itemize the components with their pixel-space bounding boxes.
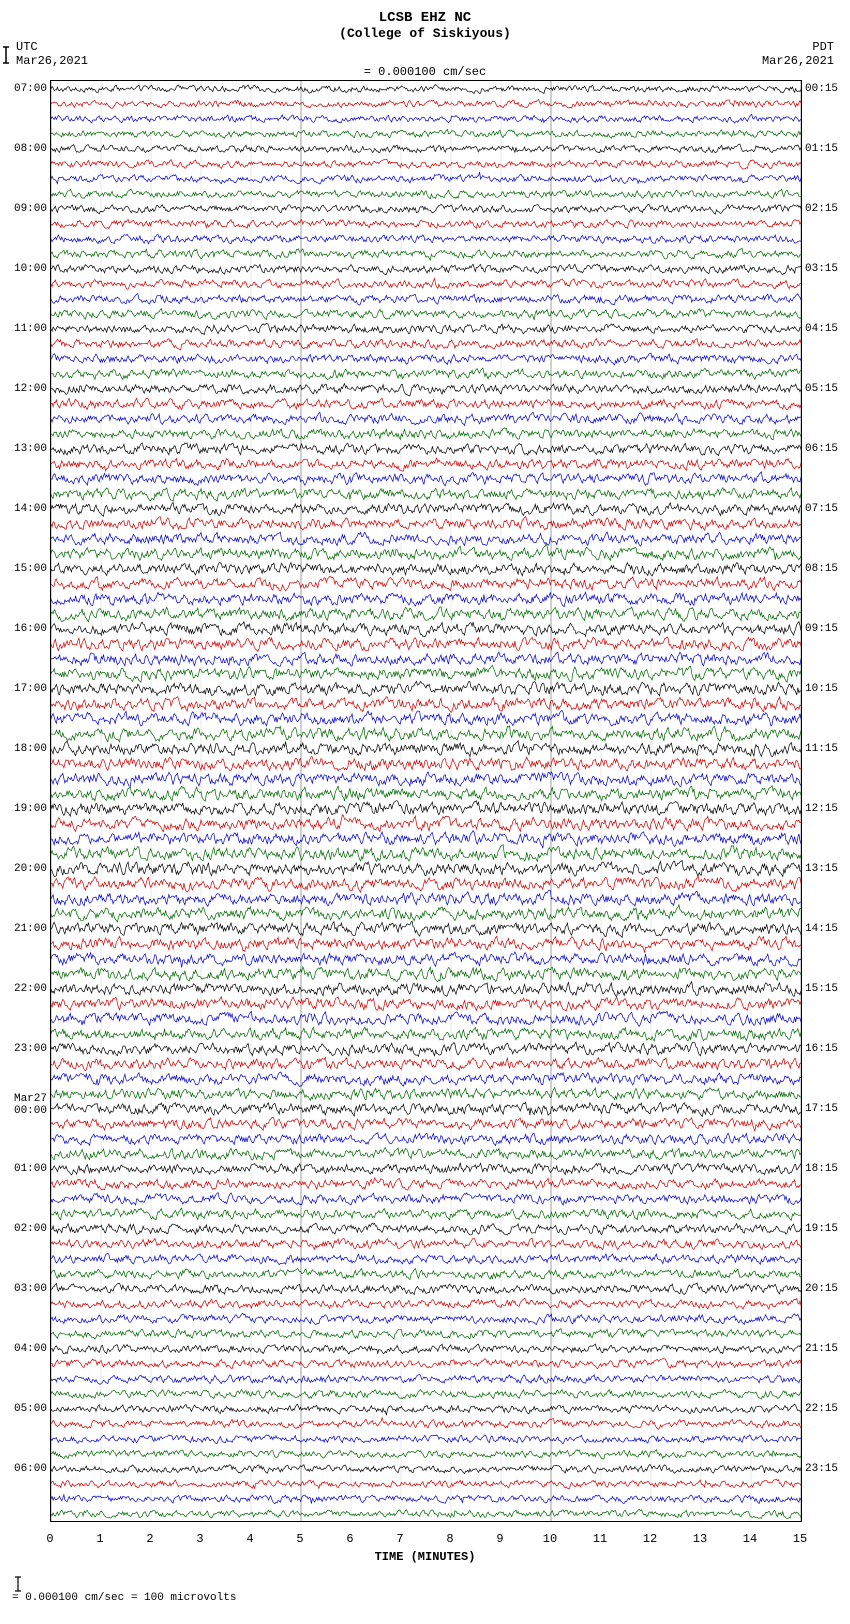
station-title: LCSB EHZ NC bbox=[0, 10, 850, 26]
x-tick: 12 bbox=[643, 1532, 657, 1546]
pdt-time-label: 21:15 bbox=[805, 1343, 838, 1355]
utc-time-label: 05:00 bbox=[14, 1403, 47, 1415]
pdt-time-label: 10:15 bbox=[805, 683, 838, 695]
utc-time-label: Mar2700:00 bbox=[14, 1093, 47, 1117]
utc-time-label: 14:00 bbox=[14, 503, 47, 515]
utc-time-label: 15:00 bbox=[14, 563, 47, 575]
x-tick: 0 bbox=[46, 1532, 53, 1546]
utc-time-label: 04:00 bbox=[14, 1343, 47, 1355]
x-tick: 1 bbox=[96, 1532, 103, 1546]
utc-time-label: 22:00 bbox=[14, 983, 47, 995]
header: UTC Mar26,2021 PDT Mar26,2021 LCSB EHZ N… bbox=[0, 0, 850, 80]
utc-time-label: 02:00 bbox=[14, 1223, 47, 1235]
x-tick: 14 bbox=[743, 1532, 757, 1546]
x-tick: 6 bbox=[346, 1532, 353, 1546]
pdt-time-label: 09:15 bbox=[805, 623, 838, 635]
x-axis-title: TIME (MINUTES) bbox=[375, 1550, 476, 1564]
x-tick: 7 bbox=[396, 1532, 403, 1546]
utc-time-label: 10:00 bbox=[14, 263, 47, 275]
helicorder-svg bbox=[51, 81, 801, 1521]
pdt-time-label: 14:15 bbox=[805, 923, 838, 935]
x-tick: 4 bbox=[246, 1532, 253, 1546]
utc-time-label: 08:00 bbox=[14, 143, 47, 155]
x-tick: 13 bbox=[693, 1532, 707, 1546]
pdt-time-label: 16:15 bbox=[805, 1043, 838, 1055]
utc-time-label: 13:00 bbox=[14, 443, 47, 455]
utc-time-label: 21:00 bbox=[14, 923, 47, 935]
utc-time-label: 23:00 bbox=[14, 1043, 47, 1055]
footer-text: = 0.000100 cm/sec = 100 microvolts bbox=[12, 1592, 236, 1604]
pdt-time-label: 05:15 bbox=[805, 383, 838, 395]
utc-time-label: 12:00 bbox=[14, 383, 47, 395]
x-tick: 8 bbox=[446, 1532, 453, 1546]
utc-time-label: 20:00 bbox=[14, 863, 47, 875]
helicorder-plot: 07:0008:0009:0010:0011:0012:0013:0014:00… bbox=[50, 80, 802, 1522]
x-tick: 3 bbox=[196, 1532, 203, 1546]
pdt-time-label: 19:15 bbox=[805, 1223, 838, 1235]
utc-time-label: 17:00 bbox=[14, 683, 47, 695]
utc-time-label: 09:00 bbox=[14, 203, 47, 215]
pdt-block: PDT Mar26,2021 bbox=[762, 40, 834, 68]
x-tick: 10 bbox=[543, 1532, 557, 1546]
utc-time-label: 19:00 bbox=[14, 803, 47, 815]
x-tick: 9 bbox=[496, 1532, 503, 1546]
utc-time-label: 18:00 bbox=[14, 743, 47, 755]
utc-time-axis: 07:00 08:00 09:00 10:00 11:00 12:00 13:00 14:00… bbox=[1, 81, 49, 1521]
pdt-time-label: 17:15 bbox=[805, 1103, 838, 1115]
pdt-time-label: 12:15 bbox=[805, 803, 838, 815]
pdt-time-label: 07:15 bbox=[805, 503, 838, 515]
pdt-time-label: 15:15 bbox=[805, 983, 838, 995]
footer-scale: = 0.000100 cm/sec = 100 microvolts bbox=[0, 1568, 850, 1624]
pdt-time-label: 23:15 bbox=[805, 1463, 838, 1475]
pdt-time-label: 20:15 bbox=[805, 1283, 838, 1295]
pdt-time-label: 18:15 bbox=[805, 1163, 838, 1175]
scale-legend: = 0.000100 cm/sec bbox=[0, 45, 850, 79]
pdt-time-label: 22:15 bbox=[805, 1403, 838, 1415]
utc-block: UTC Mar26,2021 bbox=[16, 40, 88, 68]
scale-text: = 0.000100 cm/sec bbox=[364, 65, 486, 79]
utc-time-label: 07:00 bbox=[14, 83, 47, 95]
pdt-time-label: 11:15 bbox=[805, 743, 838, 755]
x-axis: TIME (MINUTES) 0123456789101112131415 bbox=[50, 1532, 800, 1568]
pdt-time-label: 04:15 bbox=[805, 323, 838, 335]
pdt-time-label: 08:15 bbox=[805, 563, 838, 575]
utc-time-label: 01:00 bbox=[14, 1163, 47, 1175]
pdt-time-axis: 00:15 01:15 02:15 03:15 04:15 05:15 06:15 07:15… bbox=[803, 81, 850, 1521]
pdt-time-label: 02:15 bbox=[805, 203, 838, 215]
x-tick: 15 bbox=[793, 1532, 807, 1546]
utc-time-label: 06:00 bbox=[14, 1463, 47, 1475]
pdt-date: Mar26,2021 bbox=[762, 54, 834, 68]
station-subtitle: (College of Siskiyous) bbox=[0, 26, 850, 41]
x-tick: 5 bbox=[296, 1532, 303, 1546]
utc-time-label: 16:00 bbox=[14, 623, 47, 635]
x-tick: 11 bbox=[593, 1532, 607, 1546]
pdt-time-label: 00:15 bbox=[805, 83, 838, 95]
seismogram-page: UTC Mar26,2021 PDT Mar26,2021 LCSB EHZ N… bbox=[0, 0, 850, 1624]
pdt-time-label: 01:15 bbox=[805, 143, 838, 155]
pdt-label: PDT bbox=[762, 40, 834, 54]
pdt-time-label: 06:15 bbox=[805, 443, 838, 455]
x-tick: 2 bbox=[146, 1532, 153, 1546]
utc-time-label: 11:00 bbox=[14, 323, 47, 335]
utc-label: UTC bbox=[16, 40, 88, 54]
utc-date: Mar26,2021 bbox=[16, 54, 88, 68]
pdt-time-label: 03:15 bbox=[805, 263, 838, 275]
utc-time-label: 03:00 bbox=[14, 1283, 47, 1295]
pdt-time-label: 13:15 bbox=[805, 863, 838, 875]
